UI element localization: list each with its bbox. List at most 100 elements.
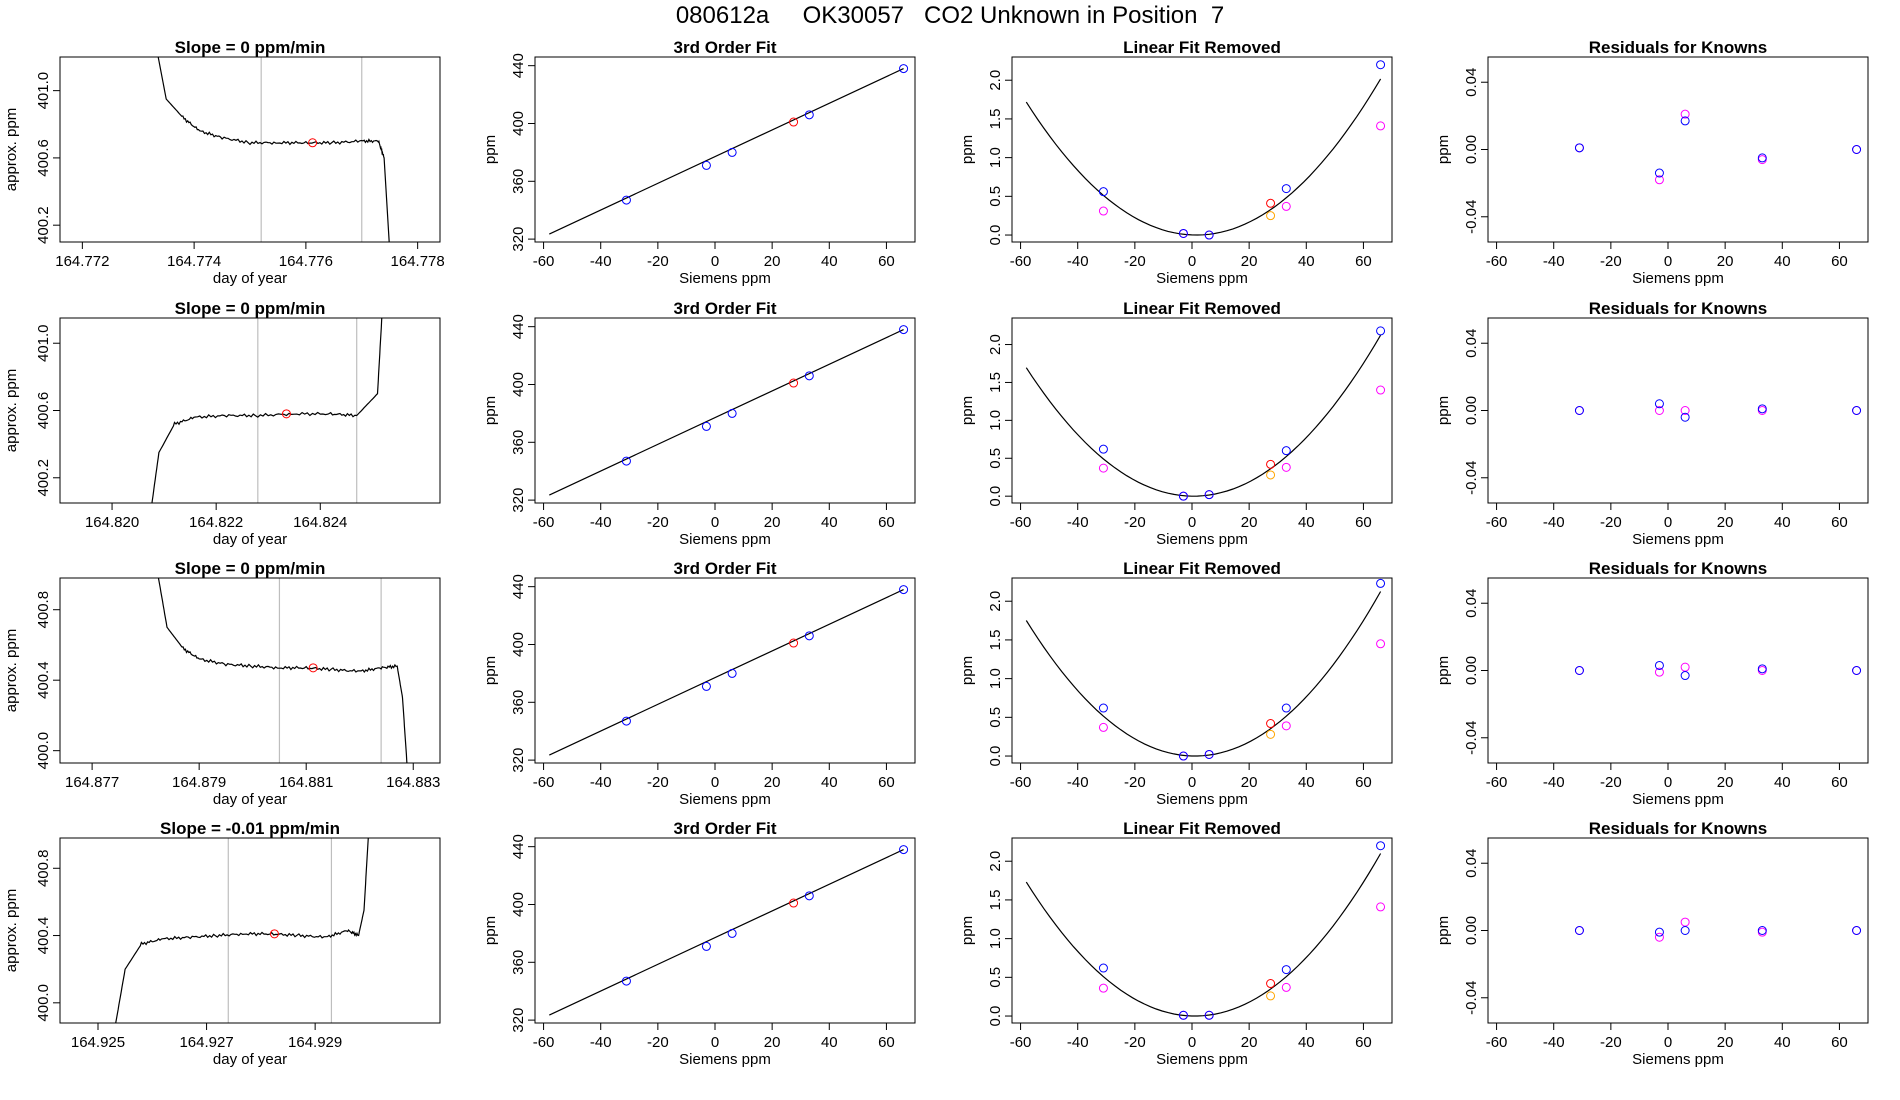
point-knowns bbox=[1852, 406, 1862, 415]
y-tick-label: 400.8 bbox=[35, 591, 52, 629]
point-knowns bbox=[1376, 841, 1386, 851]
point-knowns bbox=[899, 64, 909, 74]
x-tick-label: 164.883 bbox=[386, 774, 440, 791]
panel-title: Residuals for Knowns bbox=[1589, 559, 1768, 578]
y-axis-label: ppm bbox=[482, 916, 499, 945]
x-tick-label: 60 bbox=[1831, 514, 1848, 531]
y-tick-label: 0.0 bbox=[987, 1006, 1004, 1027]
fit-line bbox=[549, 68, 904, 235]
plot-area bbox=[1025, 841, 1386, 1020]
fit-curve bbox=[1025, 334, 1382, 497]
x-tick-label: -20 bbox=[1124, 514, 1146, 531]
x-tick-label: -60 bbox=[1010, 774, 1032, 791]
y-axis-label: approx. ppm bbox=[3, 369, 20, 452]
point-raw bbox=[1281, 721, 1291, 731]
x-tick-label: 0 bbox=[711, 514, 719, 531]
plot-area bbox=[549, 64, 909, 235]
panel-title: Residuals for Knowns bbox=[1589, 819, 1768, 838]
data-trace bbox=[157, 57, 390, 242]
x-tick-label: 164.929 bbox=[288, 1034, 342, 1051]
x-axis-label: Siemens ppm bbox=[1156, 1051, 1248, 1068]
y-tick-label: 320 bbox=[510, 227, 527, 252]
point-raw bbox=[1654, 175, 1664, 185]
y-tick-label: 0.0 bbox=[987, 225, 1004, 246]
x-tick-label: 0 bbox=[1664, 1034, 1672, 1051]
point-unknown bbox=[1266, 198, 1276, 208]
y-tick-label: 400.8 bbox=[35, 849, 52, 887]
panel-title: 3rd Order Fit bbox=[674, 38, 777, 57]
panel-title: Linear Fit Removed bbox=[1123, 299, 1281, 318]
unknown-marker bbox=[308, 138, 318, 148]
panel-scatter: Linear Fit Removed -60 -40 -20 0 20 40 60 0.0 0.5… bbox=[959, 559, 1393, 808]
panel-scatter: 3rd Order Fit -60 -40 -20 0 20 40 60 320 360 400 44… bbox=[482, 819, 916, 1068]
data-trace bbox=[157, 578, 408, 763]
plot-frame bbox=[534, 577, 916, 764]
point-knowns bbox=[727, 408, 737, 418]
y-tick-label: 400.2 bbox=[35, 206, 52, 244]
y-tick-label: 360 bbox=[510, 950, 527, 975]
y-tick-label: 2.0 bbox=[987, 70, 1004, 91]
plot-area bbox=[115, 838, 369, 1023]
panel-title: Linear Fit Removed bbox=[1123, 559, 1281, 578]
y-tick-label: 400.2 bbox=[35, 459, 52, 497]
point-knowns bbox=[1098, 444, 1108, 454]
y-tick-label: 0.5 bbox=[987, 186, 1004, 207]
point-knowns bbox=[804, 891, 814, 901]
x-tick-label: 164.925 bbox=[71, 1034, 125, 1051]
x-tick-label: 60 bbox=[878, 1034, 895, 1051]
y-tick-label: 440 bbox=[510, 314, 527, 339]
panel-scatter: Residuals for Knowns -60 -40 -20 0 20 40 60 -0.0… bbox=[1435, 559, 1869, 808]
point-raw bbox=[1654, 932, 1664, 942]
y-axis-label: ppm bbox=[959, 396, 976, 425]
y-tick-label: 1.5 bbox=[987, 629, 1004, 650]
point-unknown bbox=[1266, 459, 1276, 469]
y-tick-label: 0.04 bbox=[1463, 329, 1480, 358]
x-tick-label: -60 bbox=[1010, 1034, 1032, 1051]
x-tick-label: -40 bbox=[1543, 774, 1565, 791]
y-tick-label: 1.0 bbox=[987, 410, 1004, 431]
x-tick-label: 20 bbox=[1717, 514, 1734, 531]
x-tick-label: -60 bbox=[533, 253, 555, 270]
y-axis-label: ppm bbox=[1435, 656, 1452, 685]
plot-frame bbox=[1487, 837, 1869, 1024]
panel-scatter: Linear Fit Removed -60 -40 -20 0 20 40 60 0.0 0.5… bbox=[959, 819, 1393, 1068]
y-tick-label: 400.0 bbox=[35, 732, 52, 770]
plot-frame bbox=[534, 317, 916, 504]
y-tick-label: 2.0 bbox=[987, 851, 1004, 872]
panel-line: Slope = 0 ppm/min 164.772 164.774 164.776 16… bbox=[3, 38, 445, 287]
y-tick-label: 1.5 bbox=[987, 372, 1004, 393]
x-tick-label: 20 bbox=[1241, 1034, 1258, 1051]
point-knowns bbox=[1852, 666, 1862, 675]
x-axis-label: Siemens ppm bbox=[1156, 791, 1248, 808]
y-tick-label: 2.0 bbox=[987, 334, 1004, 355]
x-tick-label: 20 bbox=[1241, 774, 1258, 791]
point-raw bbox=[1098, 463, 1108, 473]
point-knowns bbox=[621, 976, 631, 986]
y-tick-label: 401.0 bbox=[35, 324, 52, 362]
y-tick-label: -0.04 bbox=[1463, 981, 1480, 1015]
y-tick-label: 0.00 bbox=[1463, 656, 1480, 685]
x-axis-label: day of year bbox=[213, 1051, 287, 1068]
plot-area bbox=[549, 845, 909, 1016]
y-tick-label: 2.0 bbox=[987, 591, 1004, 612]
point-knowns bbox=[727, 928, 737, 938]
panel-scatter: Linear Fit Removed -60 -40 -20 0 20 40 60 0.0 0.5… bbox=[959, 299, 1393, 548]
panel-title: Slope = 0 ppm/min bbox=[175, 38, 326, 57]
x-tick-label: -40 bbox=[590, 774, 612, 791]
y-tick-label: 0.00 bbox=[1463, 135, 1480, 164]
x-tick-label: 0 bbox=[1664, 253, 1672, 270]
x-tick-label: 164.820 bbox=[85, 514, 139, 531]
x-tick-label: -60 bbox=[1486, 253, 1508, 270]
x-tick-label: 60 bbox=[878, 774, 895, 791]
x-tick-label: 60 bbox=[1355, 774, 1372, 791]
y-tick-label: 400.6 bbox=[35, 139, 52, 177]
fit-curve bbox=[1025, 853, 1382, 1017]
x-tick-label: -40 bbox=[1067, 514, 1089, 531]
plot-area bbox=[1574, 109, 1862, 185]
x-axis-label: Siemens ppm bbox=[1632, 791, 1724, 808]
point-knowns bbox=[1757, 664, 1767, 674]
x-tick-label: 40 bbox=[821, 514, 838, 531]
x-tick-label: -60 bbox=[1486, 1034, 1508, 1051]
x-tick-label: -20 bbox=[647, 1034, 669, 1051]
plot-frame bbox=[59, 837, 441, 1024]
